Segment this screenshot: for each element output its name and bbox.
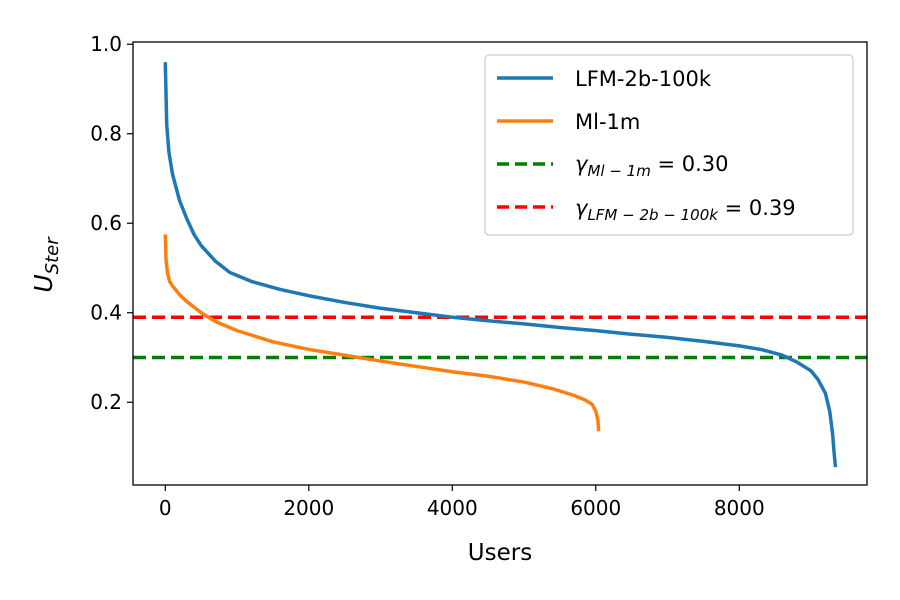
y-tick-label: 1.0 — [90, 32, 122, 56]
legend: LFM-2b-100k Ml-1m γMl − 1m = 0.30 γLFM −… — [484, 54, 854, 236]
y-tick-label: 0.6 — [90, 211, 122, 235]
y-axis-label-main: U — [29, 274, 58, 292]
x-tick-label: 8000 — [714, 496, 765, 520]
series-line-ml-1m — [163, 234, 601, 432]
y-axis-label-sub: Ster — [42, 236, 63, 275]
legend-box — [484, 54, 854, 236]
legend-entry-lfm: LFM-2b-100k — [575, 67, 712, 91]
y-tick-label: 0.2 — [90, 390, 122, 414]
gamma-subscript: Ml − 1m — [587, 162, 650, 180]
y-tick-label: 0.4 — [90, 301, 122, 325]
x-tick-label: 4000 — [427, 496, 478, 520]
legend-entry-gamma-ml1m: γMl − 1m = 0.30 — [575, 152, 729, 180]
gamma-symbol: γ — [575, 196, 589, 220]
series-line-lfm-2b-100k — [163, 62, 838, 468]
gamma-subscript: LFM − 2b − 100k — [587, 206, 719, 224]
gamma-symbol: γ — [575, 152, 589, 176]
x-tick-label: 6000 — [570, 496, 621, 520]
y-axis-label: USter — [29, 236, 63, 293]
legend-entry-gamma-lfm: γLFM − 2b − 100k = 0.39 — [575, 196, 796, 224]
y-axis-ticks: 0.2 0.4 0.6 0.8 1.0 — [90, 32, 133, 414]
x-axis-ticks: 0 2000 4000 6000 8000 — [159, 485, 765, 520]
x-tick-label: 0 — [159, 496, 172, 520]
series-layer — [133, 62, 867, 468]
gamma-value: = 0.39 — [718, 196, 796, 220]
y-tick-label: 0.8 — [90, 122, 122, 146]
x-axis-label: Users — [468, 540, 532, 566]
x-tick-label: 2000 — [283, 496, 334, 520]
gamma-value: = 0.30 — [651, 152, 729, 176]
legend-entry-ml1m: Ml-1m — [575, 110, 640, 134]
plot-frame — [132, 41, 868, 486]
